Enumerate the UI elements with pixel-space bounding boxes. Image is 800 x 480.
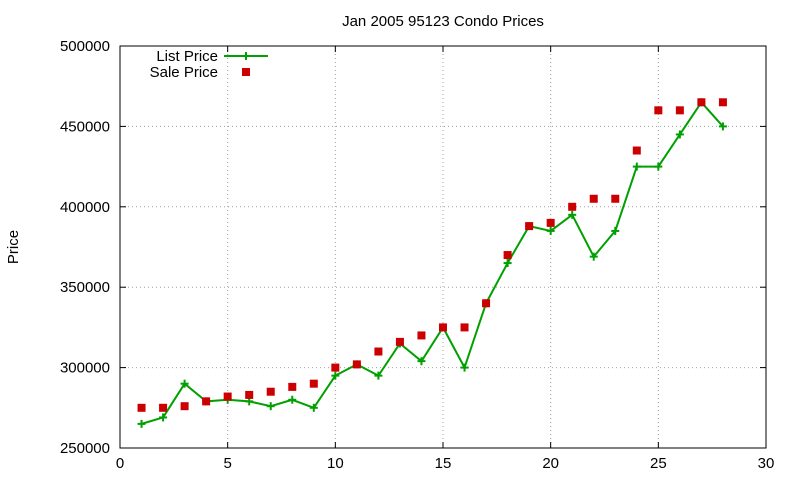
sale-price-point [417, 331, 426, 340]
list-price-point [568, 210, 577, 219]
x-tick-label: 25 [650, 455, 667, 472]
sale-price-point [245, 390, 254, 399]
list-price-point [546, 226, 555, 235]
x-tick-label: 10 [327, 455, 344, 472]
list-price-point [503, 259, 512, 268]
y-tick-label: 500000 [60, 38, 110, 55]
sale-price-point [611, 194, 620, 203]
sale-price-point [331, 363, 340, 372]
x-tick-label: 30 [758, 455, 775, 472]
sale-price-point [180, 402, 189, 411]
sale-price-point [439, 323, 447, 332]
sale-price-point [632, 146, 641, 155]
y-tick-label: 350000 [60, 279, 110, 296]
x-tick-label: 20 [542, 455, 559, 472]
sale-price-point [266, 387, 275, 396]
sale-price-point [395, 337, 404, 346]
sale-price-point [525, 222, 534, 231]
y-tick-label: 400000 [60, 199, 110, 216]
series-1 [137, 98, 727, 412]
legend-label: List Price [156, 48, 218, 65]
list-price-point [266, 402, 275, 411]
sale-price-point [675, 106, 684, 115]
y-tick-label: 250000 [60, 440, 110, 457]
list-price-point [632, 162, 641, 171]
x-tick-label: 15 [435, 455, 452, 472]
legend-square-marker [242, 68, 250, 76]
sale-price-point [697, 98, 706, 107]
list-price-point [589, 252, 598, 261]
list-price-point [675, 130, 684, 139]
list-price-point [288, 395, 297, 404]
sale-price-point [309, 379, 318, 388]
list-price-point [611, 226, 620, 235]
sale-price-point [202, 397, 211, 406]
sale-price-point [589, 194, 598, 203]
list-price-point [654, 162, 663, 171]
list-price-point [159, 413, 168, 422]
list-price-point [331, 371, 340, 380]
list-price-point [374, 371, 383, 380]
legend-label: Sale Price [150, 64, 218, 81]
list-price-point [718, 122, 727, 131]
list-price-point [417, 357, 426, 366]
grid [120, 46, 766, 448]
sale-price-point [460, 323, 469, 332]
sale-price-point [223, 392, 232, 401]
x-tick-label: 5 [223, 455, 231, 472]
y-tick-label: 450000 [60, 118, 110, 135]
sale-price-point [482, 299, 491, 308]
sale-price-point [137, 403, 146, 412]
list-price-point [137, 419, 146, 428]
list-price-point [309, 403, 318, 412]
list-price-point [180, 379, 189, 388]
sale-price-point [374, 347, 383, 356]
sale-price-point [503, 251, 512, 260]
legend-plus-marker [242, 52, 250, 60]
y-axis-label: Price [5, 230, 22, 264]
sale-price-point [159, 403, 168, 412]
list-price-point [460, 363, 469, 372]
ticks: 0 5 10 15 20 25 30 250000 300000 350000 400000 4500… [60, 38, 774, 472]
sale-price-point [568, 202, 577, 211]
x-tick-label: 0 [116, 455, 124, 472]
sale-price-point [546, 218, 555, 227]
list-price-line [141, 101, 724, 425]
series-layer [137, 98, 727, 428]
sale-price-point [288, 382, 297, 391]
y-tick-label: 300000 [60, 360, 110, 377]
chart-title: Jan 2005 95123 Condo Prices [342, 13, 544, 30]
sale-price-point [718, 98, 727, 107]
sale-price-point [352, 360, 361, 369]
sale-price-point [654, 106, 663, 115]
